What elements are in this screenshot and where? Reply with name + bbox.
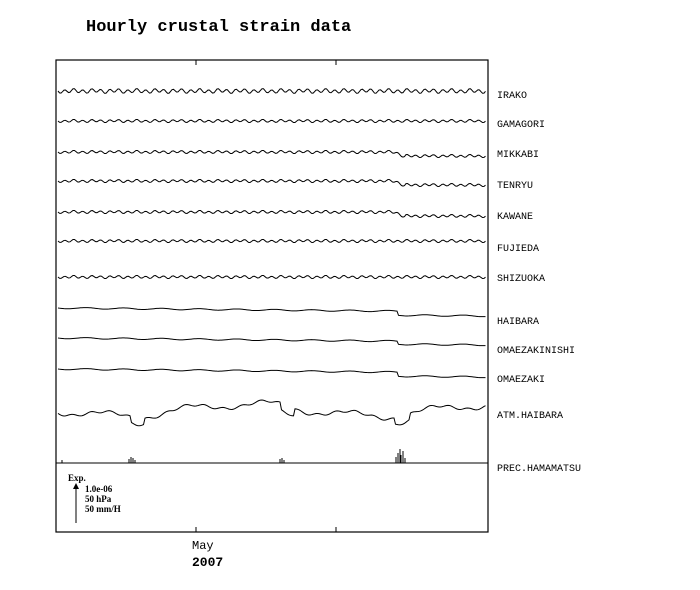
station-label-shizuoka: SHIZUOKA <box>497 274 545 285</box>
station-label-kawane: KAWANE <box>497 212 533 223</box>
x-tick-label-may: May <box>192 539 214 553</box>
scale-precip: 50 mm/H <box>85 504 121 514</box>
trace-atm-haibara <box>57 399 486 427</box>
trace-haibara <box>57 307 486 318</box>
scale-pressure: 50 hPa <box>85 494 112 504</box>
trace-gamagori <box>57 118 486 124</box>
trace-tenryu <box>57 178 486 188</box>
station-label-haibara: HAIBARA <box>497 317 539 328</box>
trace-kawane <box>57 209 486 219</box>
station-label-irako: IRAKO <box>497 91 527 102</box>
station-label-tenryu: TENRYU <box>497 181 533 192</box>
station-label-prec-hamamatsu: PREC.HAMAMATSU <box>497 464 581 475</box>
trace-irako <box>57 88 486 94</box>
station-label-atm-haibara: ATM.HAIBARA <box>497 411 563 422</box>
traces <box>57 88 486 464</box>
trace-omaezaki <box>57 368 486 379</box>
station-label-gamagori: GAMAGORI <box>497 120 545 131</box>
scale-arrow-head <box>73 483 79 489</box>
station-label-mikkabi: MIKKABI <box>497 150 539 161</box>
trace-omaezakinishi <box>57 337 486 347</box>
x-year-label: 2007 <box>192 555 223 570</box>
trace-mikkabi <box>57 149 486 159</box>
plot-frame <box>55 59 489 533</box>
trace-prec-hamamatsu <box>58 449 486 464</box>
scale-exp-label: Exp. <box>68 473 86 483</box>
station-label-omaezaki: OMAEZAKI <box>497 375 545 386</box>
chart-title: Hourly crustal strain data <box>86 18 351 37</box>
station-label-omaezakinishi: OMAEZAKINISHI <box>497 346 575 357</box>
scale-strain: 1.0e-06 <box>85 484 113 494</box>
station-labels: IRAKO GAMAGORI MIKKABI TENRYU KAWANE FUJIEDA S… <box>497 91 581 475</box>
trace-shizuoka <box>57 274 486 280</box>
trace-fujieda <box>57 238 486 244</box>
station-label-fujieda: FUJIEDA <box>497 244 539 255</box>
